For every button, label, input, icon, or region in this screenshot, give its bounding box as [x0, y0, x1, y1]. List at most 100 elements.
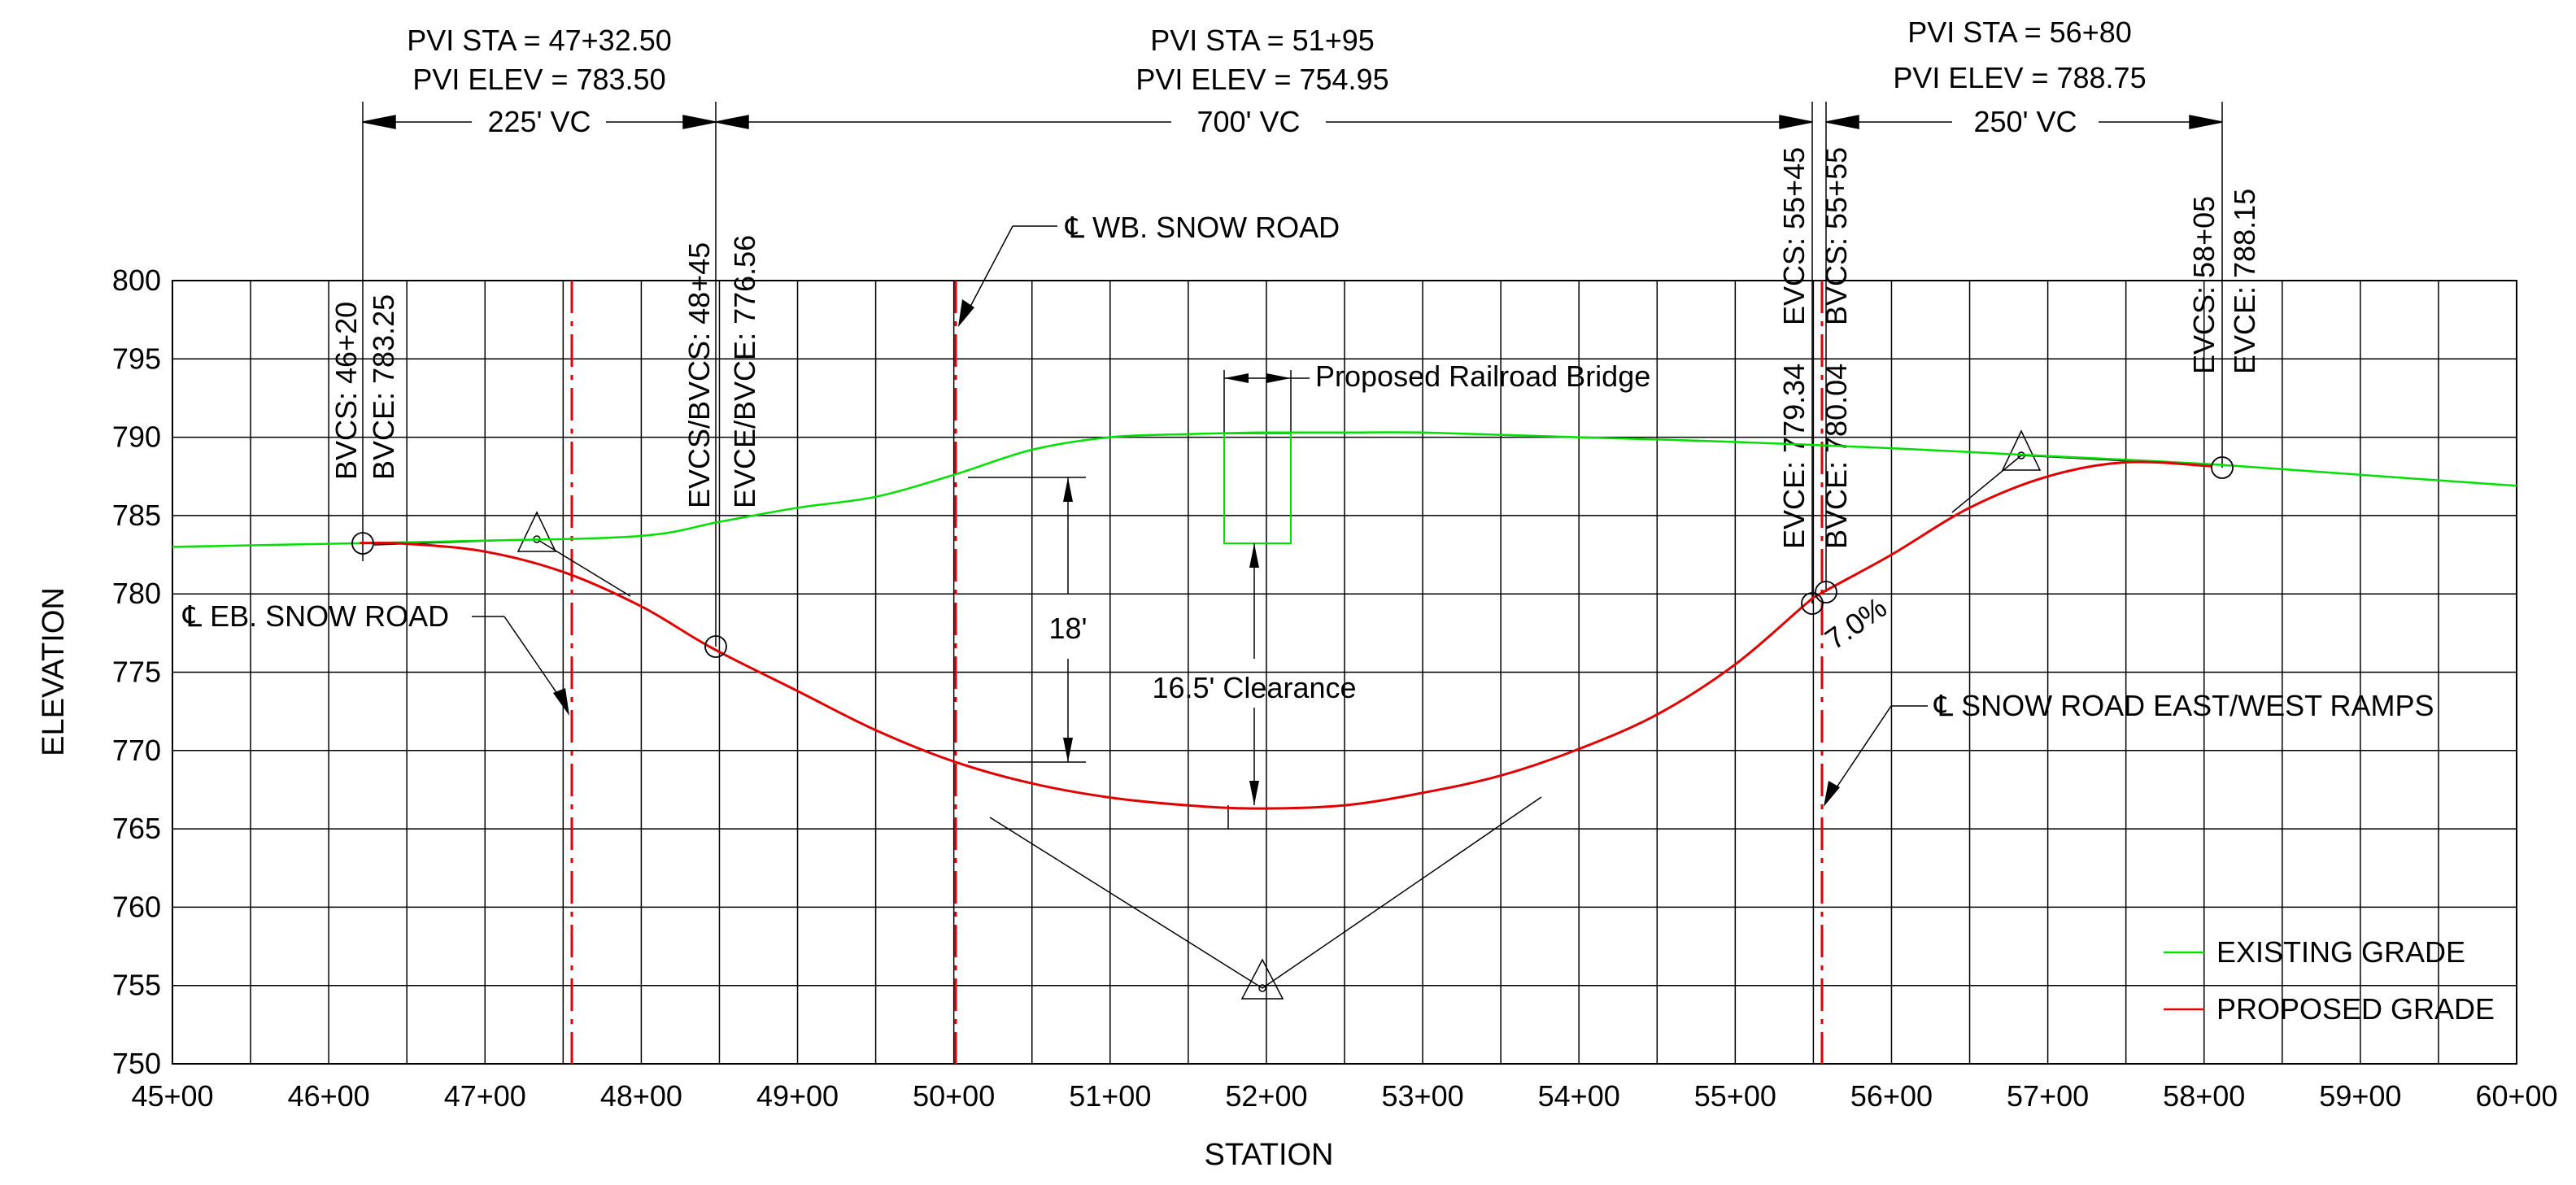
- x-tick-label: 57+00: [2007, 1079, 2089, 1113]
- ramps-leader-diag: [1829, 705, 1892, 798]
- bvcs-3-label: BVCS: 55+55: [1820, 147, 1853, 325]
- dim-18-arrow-bottom: [1063, 738, 1073, 762]
- bridge-structure: [1223, 433, 1292, 544]
- plot-frame: [172, 280, 2517, 1065]
- pvi-2-sta: PVI STA = 51+95: [1150, 24, 1375, 57]
- pvi-3-sta: PVI STA = 56+80: [1907, 15, 2132, 49]
- y-tick-label: 780: [112, 577, 161, 610]
- x-axis-title: STATION: [1204, 1138, 1333, 1172]
- pvi-2-point: [1258, 984, 1266, 992]
- grade-label: 7.0%: [1819, 590, 1893, 656]
- evce-bvce-label: EVCE/BVCE: 776.56: [728, 235, 761, 508]
- y-tick-label: 775: [112, 656, 161, 689]
- x-tick-label: 53+00: [1382, 1079, 1464, 1113]
- y-tick-labels: 750 755 760 765 770 775 780 785 790 795 800: [112, 264, 161, 1080]
- wb-road-arrow: [958, 299, 974, 327]
- dim-18-label: 18': [1049, 612, 1087, 645]
- evcs-2-label: EVCS: 55+45: [1777, 147, 1811, 325]
- evce-2-label: EVCE: 779.34: [1777, 364, 1811, 549]
- y-tick-label: 790: [112, 420, 161, 454]
- vc-3-arrow-left: [1825, 115, 1859, 129]
- x-tick-label: 51+00: [1069, 1079, 1151, 1113]
- pvi-1-tangent-right: [536, 538, 631, 597]
- ramps-arrow: [1824, 781, 1840, 807]
- legend: EXISTING GRADE PROPOSED GRADE: [2164, 935, 2495, 1026]
- bridge-dim-arrow-left: [1224, 373, 1249, 383]
- x-tick-label: 47+00: [444, 1079, 526, 1113]
- grid: [172, 281, 2517, 1064]
- clearance-arrow-bottom: [1249, 781, 1259, 805]
- eb-road-arrow: [553, 688, 569, 716]
- x-tick-label: 49+00: [756, 1079, 839, 1113]
- y-tick-label: 755: [112, 969, 161, 1002]
- existing-grade-line: [172, 431, 2517, 548]
- eb-road-label: ℄ EB. SNOW ROAD: [182, 599, 449, 633]
- pvi-2-elev: PVI ELEV = 754.95: [1135, 63, 1388, 96]
- dim-18-arrow-top: [1063, 477, 1073, 502]
- x-tick-label: 48+00: [600, 1079, 682, 1113]
- legend-label-proposed: PROPOSED GRADE: [2216, 992, 2495, 1026]
- y-tick-label: 785: [112, 499, 161, 532]
- y-tick-label: 770: [112, 734, 161, 767]
- x-tick-label: 59+00: [2319, 1079, 2401, 1113]
- y-tick-label: 800: [112, 264, 161, 297]
- evc-bvc-2-marker: [704, 635, 727, 658]
- x-tick-label: 58+00: [2163, 1079, 2245, 1113]
- pvi-1-sta: PVI STA = 47+32.50: [407, 24, 672, 57]
- bvce-1-label: BVCE: 783.25: [367, 294, 400, 480]
- x-tick-label: 60+00: [2475, 1079, 2557, 1113]
- vc-2-arrow-left: [715, 115, 749, 129]
- pvi-1-triangle: [517, 511, 557, 552]
- x-tick-label: 50+00: [913, 1079, 995, 1113]
- y-tick-label: 795: [112, 342, 161, 375]
- bridge-dim-arrow-right: [1266, 373, 1291, 383]
- evc-3-marker: [2211, 456, 2234, 479]
- clearance-label: 16.5' Clearance: [1152, 671, 1356, 704]
- bvcs-1-label: BVCS: 46+20: [329, 302, 363, 480]
- evcs-bvcs-label: EVCS/BVCS: 48+45: [682, 242, 716, 508]
- vc-1-label: 225' VC: [488, 105, 591, 138]
- vc-2-arrow-right: [1779, 115, 1813, 129]
- x-tick-label: 45+00: [131, 1079, 213, 1113]
- pvi-2-tangent-right: [1262, 796, 1542, 989]
- vc-3-arrow-right: [2189, 115, 2223, 129]
- pvi-2-tangent-left: [989, 817, 1263, 989]
- evce-3-label: EVCE: 788.15: [2228, 189, 2261, 374]
- vc-3-label: 250' VC: [1974, 105, 2077, 138]
- pvi-tangents: [373, 455, 2209, 989]
- pvi-2-triangle: [1240, 958, 1284, 1000]
- bvc-3-marker: [1815, 581, 1837, 603]
- pvi-3-elev: PVI ELEV = 788.75: [1893, 61, 2146, 94]
- vc-1-arrow-right: [682, 115, 717, 129]
- vc-dimensions: [362, 115, 2223, 129]
- x-tick-labels: 45+00 46+00 47+00 48+00 49+00 50+00 51+00 52+00…: [131, 1079, 2557, 1113]
- x-tick-label: 56+00: [1850, 1079, 1933, 1113]
- wb-road-leader-diag: [963, 225, 1013, 320]
- evcs-3-label: EVCS: 58+05: [2187, 196, 2221, 374]
- evc-2-marker: [1801, 592, 1824, 615]
- bridge-label: Proposed Railroad Bridge: [1315, 359, 1650, 393]
- clearance-arrow-top: [1249, 543, 1259, 568]
- y-tick-label: 765: [112, 812, 161, 845]
- y-axis-title: ELEVATION: [37, 587, 71, 756]
- pvi-1-elev: PVI ELEV = 783.50: [412, 63, 665, 96]
- vc-2-label: 700' VC: [1197, 105, 1301, 138]
- bvc-1-marker: [351, 532, 374, 555]
- y-tick-label: 760: [112, 890, 161, 923]
- x-tick-label: 54+00: [1538, 1079, 1620, 1113]
- y-tick-label: 750: [112, 1047, 161, 1080]
- pvi-3-triangle: [2001, 429, 2042, 471]
- legend-label-existing: EXISTING GRADE: [2216, 935, 2465, 969]
- vc-1-arrow-left: [362, 115, 396, 129]
- pvi-3-tangent-left: [1951, 455, 2022, 513]
- bvce-3-label: BVCE: 780.04: [1820, 364, 1853, 549]
- curve-limit-lines: [362, 102, 2223, 647]
- x-tick-label: 52+00: [1225, 1079, 1307, 1113]
- x-tick-label: 55+00: [1694, 1079, 1776, 1113]
- proposed-grade-line: [360, 460, 2212, 810]
- x-tick-label: 46+00: [288, 1079, 370, 1113]
- ramps-label: ℄ SNOW ROAD EAST/WEST RAMPS: [1933, 689, 2434, 722]
- eb-road-leader-diag: [503, 616, 562, 700]
- centerline-markers: [570, 281, 1824, 1064]
